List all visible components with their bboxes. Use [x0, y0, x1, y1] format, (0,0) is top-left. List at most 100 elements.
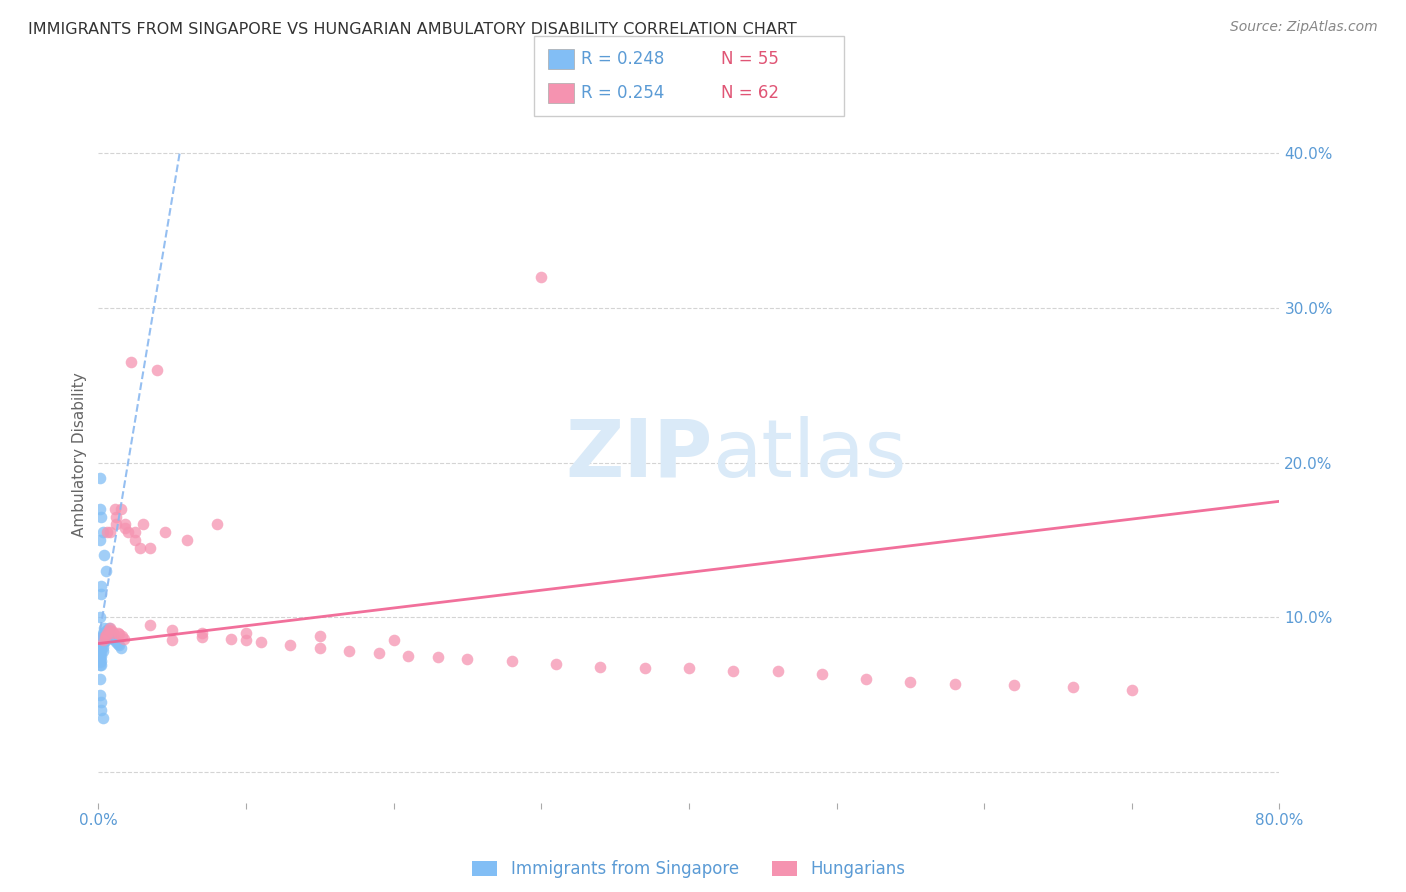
Point — [90, 644, 112, 658]
Point — [90, 509, 112, 524]
Point — [108, 638, 131, 652]
Point — [235, 625, 257, 640]
Point — [89, 644, 111, 658]
Point — [108, 627, 131, 641]
Point — [90, 648, 112, 663]
Point — [128, 541, 150, 555]
Point — [94, 629, 117, 643]
Point — [93, 549, 115, 563]
Point — [111, 629, 134, 643]
Point — [124, 533, 146, 547]
Point — [105, 635, 128, 649]
Point — [501, 654, 523, 668]
Point — [530, 270, 553, 285]
Point — [117, 525, 139, 540]
Point — [110, 502, 132, 516]
Point — [90, 635, 112, 649]
Point — [89, 633, 111, 648]
Point — [94, 633, 117, 648]
Point — [855, 672, 877, 686]
Point — [97, 621, 120, 635]
Point — [153, 525, 176, 540]
Point — [89, 648, 111, 663]
Text: atlas: atlas — [713, 416, 907, 494]
Point — [89, 502, 111, 516]
Point — [456, 652, 478, 666]
Point — [90, 631, 112, 645]
Point — [110, 641, 132, 656]
Point — [93, 631, 115, 645]
Point — [91, 644, 114, 658]
Point — [96, 623, 118, 637]
Point — [90, 703, 112, 717]
Point — [139, 618, 162, 632]
Text: R = 0.248: R = 0.248 — [581, 50, 664, 68]
Point — [93, 621, 115, 635]
Point — [89, 533, 111, 547]
Point — [96, 625, 118, 640]
Text: N = 62: N = 62 — [721, 84, 779, 102]
Point — [91, 640, 114, 654]
Point — [235, 633, 257, 648]
Point — [89, 655, 111, 669]
Point — [93, 635, 115, 649]
Point — [546, 657, 568, 671]
Point — [90, 654, 112, 668]
Point — [810, 667, 832, 681]
Point — [89, 471, 111, 485]
Point — [89, 658, 111, 673]
Point — [98, 525, 121, 540]
Point — [91, 631, 114, 645]
Point — [107, 625, 129, 640]
Point — [89, 638, 111, 652]
Point — [191, 625, 214, 640]
Point — [1121, 682, 1143, 697]
Point — [97, 623, 120, 637]
Point — [633, 661, 655, 675]
Point — [368, 646, 391, 660]
Point — [100, 631, 122, 645]
Point — [943, 677, 966, 691]
Point — [396, 648, 419, 663]
Point — [98, 629, 121, 643]
Point — [278, 638, 302, 652]
Point — [104, 502, 127, 516]
Point — [176, 533, 198, 547]
Point — [112, 632, 135, 646]
Point — [120, 355, 142, 369]
Point — [382, 633, 405, 648]
Point — [162, 623, 183, 637]
Point — [250, 635, 273, 649]
Text: IMMIGRANTS FROM SINGAPORE VS HUNGARIAN AMBULATORY DISABILITY CORRELATION CHART: IMMIGRANTS FROM SINGAPORE VS HUNGARIAN A… — [28, 22, 797, 37]
Point — [96, 525, 118, 540]
Text: R = 0.254: R = 0.254 — [581, 84, 664, 102]
Point — [91, 711, 114, 725]
Point — [146, 363, 169, 377]
Point — [90, 579, 112, 593]
Point — [309, 641, 332, 656]
Point — [1002, 678, 1025, 692]
Point — [94, 624, 117, 639]
Point — [427, 650, 450, 665]
Point — [219, 632, 242, 646]
Point — [90, 695, 112, 709]
Point — [105, 509, 128, 524]
Point — [139, 541, 162, 555]
Point — [114, 517, 136, 532]
Point — [103, 632, 125, 646]
Point — [723, 665, 745, 679]
Point — [98, 621, 121, 635]
Point — [89, 652, 111, 666]
Point — [132, 517, 155, 532]
Point — [96, 627, 118, 641]
Point — [91, 625, 114, 640]
Point — [124, 525, 146, 540]
Point — [114, 520, 136, 534]
Point — [89, 610, 111, 624]
Point — [766, 665, 789, 679]
Point — [93, 625, 115, 640]
Point — [89, 641, 111, 656]
Y-axis label: Ambulatory Disability: Ambulatory Disability — [72, 373, 87, 537]
Point — [100, 624, 122, 639]
Point — [900, 675, 922, 690]
